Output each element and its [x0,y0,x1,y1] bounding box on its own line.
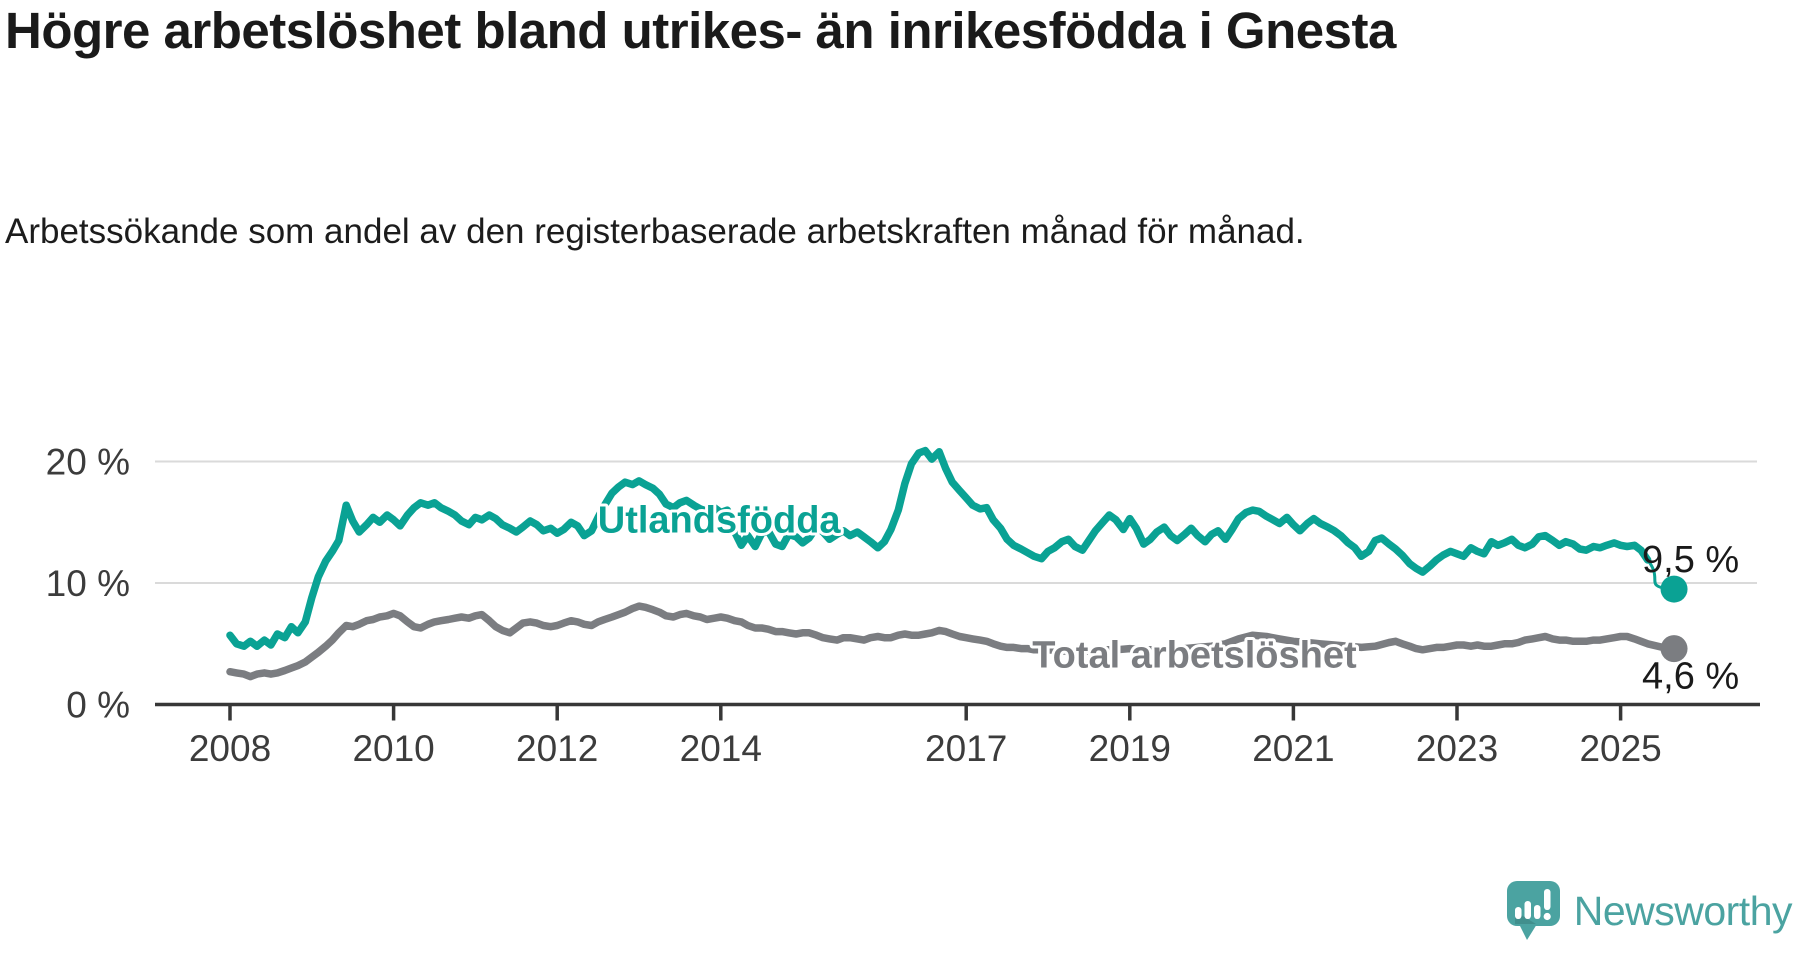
newsworthy-wordmark: Newsworthy [1573,887,1793,934]
x-axis-label-2025: 2025 [1579,728,1661,769]
newsworthy-icon [1506,880,1562,942]
x-axis-label-2014: 2014 [680,728,762,769]
newsworthy-logo: Newsworthy [1506,880,1793,942]
y-axis-label-0: 0 % [66,685,130,726]
series-line-utlandsf-dda [226,446,1652,650]
end-label-utlandsf-dda: 9,5 % [1642,539,1739,581]
chart-subtitle: Arbetssökande som andel av den registerb… [5,212,1305,251]
x-axis-label-2012: 2012 [516,728,598,769]
end-label-total-arbetsl-shet: 4,6 % [1642,656,1739,698]
x-axis-label-2008: 2008 [189,728,271,769]
x-axis-label-2017: 2017 [925,728,1007,769]
end-dot-total-arbetsl-shet [1660,635,1688,663]
y-axis-label-20: 20 % [46,442,130,483]
x-axis-label-2021: 2021 [1252,728,1334,769]
series-label-total-arbetsl-shet: Total arbetslöshet [1032,634,1357,676]
x-axis-label-2019: 2019 [1089,728,1171,769]
y-axis-label-10: 10 % [46,563,130,604]
series-line-total-arbetsl-shet [226,602,1672,681]
series-label-utlandsf-dda: Utlandsfödda [598,500,842,542]
x-axis-label-2010: 2010 [352,728,434,769]
page-title: Högre arbetslöshet bland utrikes- än inr… [5,2,1396,59]
x-axis-label-2023: 2023 [1416,728,1498,769]
end-dot-utlandsf-dda [1660,575,1688,603]
